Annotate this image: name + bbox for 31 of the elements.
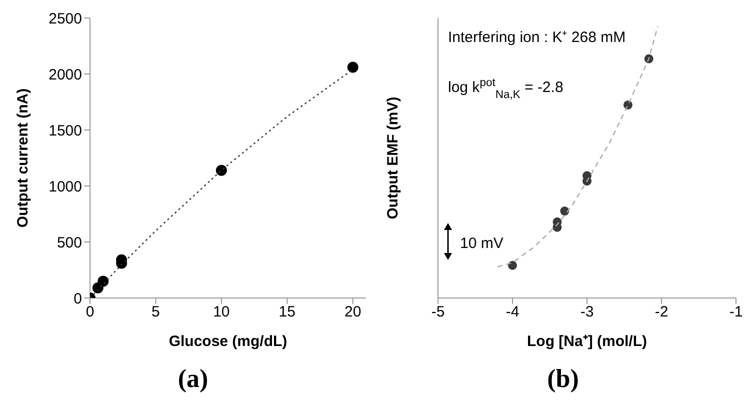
point [216,164,227,176]
y-axis-title: Output EMF (mV) [384,96,402,220]
x-tick-label: -1 [729,304,743,321]
x-tick-label: -3 [580,304,594,321]
y-tick-label: 500 [56,234,82,252]
annotation: 10 mV [460,235,504,252]
x-tick-label: -4 [506,304,520,321]
y-tick-label: 2000 [48,66,82,84]
point [560,206,570,216]
point [623,100,632,110]
point [98,276,109,287]
x-tick-label: 10 [213,304,230,321]
y-tick-label: 1000 [48,178,82,196]
y-tick-label: 1500 [48,122,82,140]
text: (b) [546,364,580,394]
x-axis-title: Glucose (mg/dL) [168,333,288,350]
annotation: log k$^{pot}$$_{Na,K}$ = -2.8 [448,77,564,101]
y-axis-title: Output current (nA) [14,88,32,228]
x-tick-label: 15 [278,304,296,321]
y-tick-label: 2500 [48,10,82,28]
point [347,62,358,73]
x-axis-title: Log [Na⁺] (mol/L) [527,333,647,350]
x-tick-label: 20 [344,304,362,321]
x-tick-label: -2 [654,304,668,321]
text: (a) [176,364,210,394]
x-tick-label: -5 [431,304,445,321]
annotation: Interfering ion : K⁺ 268 mM [448,29,626,46]
x-tick-label: 0 [86,304,94,321]
y-tick-label: 0 [74,290,82,308]
point [508,260,517,270]
x-tick-label: 5 [152,304,160,321]
